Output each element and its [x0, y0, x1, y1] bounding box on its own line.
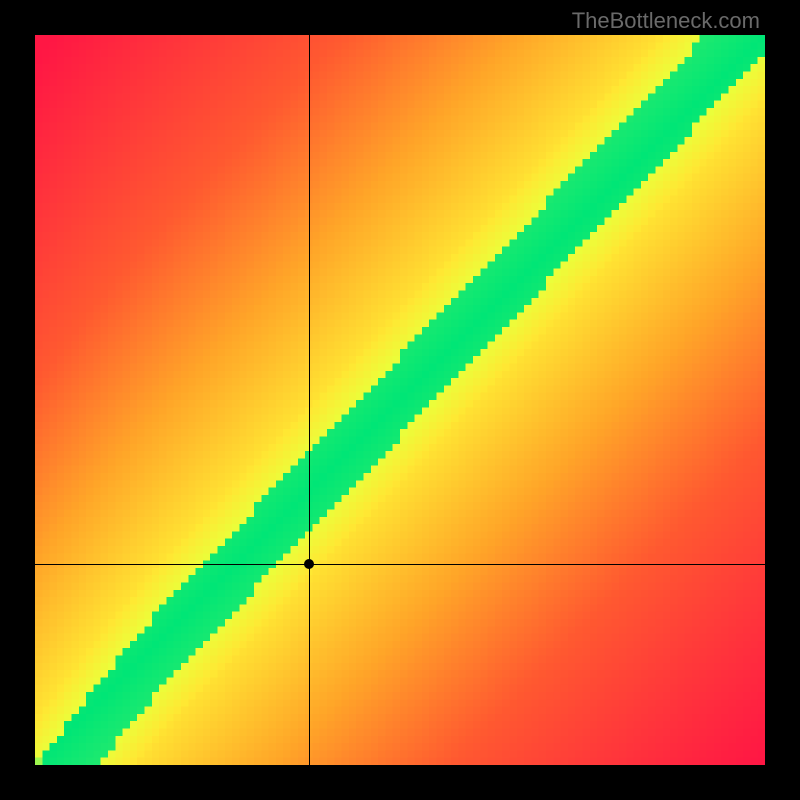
selection-marker-dot — [304, 559, 314, 569]
watermark-text: TheBottleneck.com — [572, 8, 760, 34]
crosshair-horizontal — [35, 564, 765, 565]
crosshair-vertical — [309, 35, 310, 765]
heatmap-canvas — [35, 35, 765, 765]
bottleneck-heatmap-plot — [35, 35, 765, 765]
